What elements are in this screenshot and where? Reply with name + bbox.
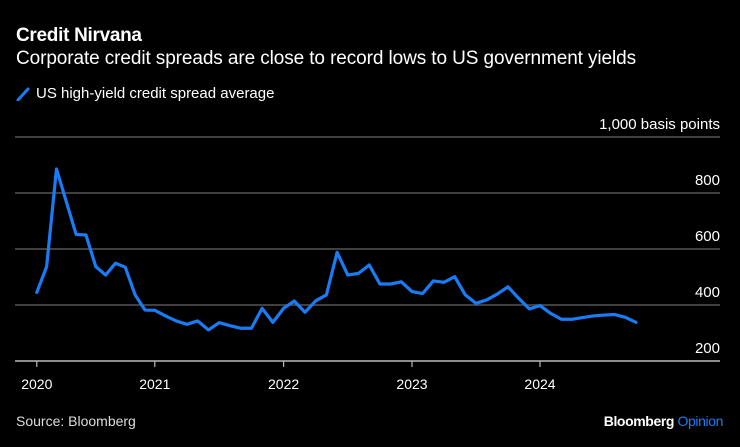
- y-tick-label: 800: [695, 172, 720, 189]
- x-tick-label: 2023: [396, 376, 427, 392]
- y-tick-label: 400: [695, 284, 720, 301]
- x-tick-label: 2022: [268, 376, 299, 392]
- brand-suffix: Opinion: [677, 413, 724, 429]
- source-note: Source: Bloomberg: [16, 413, 136, 429]
- chart-title: Credit Nirvana: [16, 25, 142, 46]
- chart-subtitle: Corporate credit spreads are close to re…: [16, 48, 636, 69]
- legend-label: US high-yield credit spread average: [36, 85, 275, 102]
- legend: US high-yield credit spread average: [16, 85, 274, 102]
- x-tick-label: 2021: [139, 376, 170, 392]
- series-line: [35, 167, 638, 332]
- brand-name: Bloomberg: [603, 413, 675, 429]
- y-tick-label: 1,000 basis points: [599, 116, 720, 133]
- brand-logo: Bloomberg Opinion: [603, 413, 724, 429]
- legend-line-icon: [16, 87, 30, 101]
- y-tick-label: 600: [695, 228, 720, 245]
- y-tick-label: 200: [695, 340, 720, 357]
- x-tick-label: 2024: [524, 376, 555, 392]
- x-tick-label: 2020: [21, 376, 52, 392]
